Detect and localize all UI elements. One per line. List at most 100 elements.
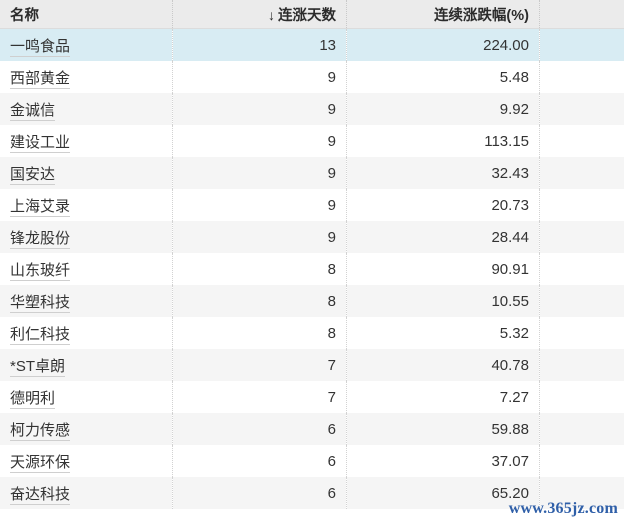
cell-streak-days: 9 — [172, 93, 347, 125]
column-header-change-percent[interactable]: 连续涨跌幅(%) — [346, 0, 540, 29]
column-header-name[interactable]: 名称 — [0, 0, 173, 29]
cell-streak-days: 8 — [172, 253, 347, 285]
stock-name-link[interactable]: 奋达科技 — [10, 485, 71, 505]
cell-change-percent: 113.15 — [346, 125, 540, 157]
cell-stock-name: 山东玻纤 — [0, 253, 173, 285]
cell-stock-name: 天源环保 — [0, 445, 173, 477]
cell-streak-days: 7 — [172, 349, 347, 381]
cell-change-percent: 5.48 — [346, 61, 540, 93]
stock-name-link[interactable]: 上海艾录 — [10, 197, 71, 217]
stock-name-link[interactable]: 金诚信 — [10, 101, 56, 121]
table-header-row: 名称 ↓连涨天数 连续涨跌幅(%) 收盘价 — [0, 0, 624, 29]
cell-stock-name: 德明利 — [0, 381, 173, 413]
table-row[interactable]: 锋龙股份 928.4415.94 — [0, 221, 624, 253]
stock-streak-table: 名称 ↓连涨天数 连续涨跌幅(%) 收盘价 一鸣食品13224.0031.72西… — [0, 0, 624, 509]
cell-close-price: 41.50 — [539, 285, 624, 317]
cell-stock-name: 国安达 — [0, 157, 173, 189]
cell-close-price: 24.30 — [539, 157, 624, 189]
table-row[interactable]: 天源环保 637.0721.15 — [0, 445, 624, 477]
table-row[interactable]: 金诚信 99.9242.54 — [0, 93, 624, 125]
stock-name-link[interactable]: 一鸣食品 — [10, 37, 71, 57]
cell-change-percent: 28.44 — [346, 221, 540, 253]
table-row[interactable]: 国安达 932.4324.30 — [0, 157, 624, 189]
cell-change-percent: 37.07 — [346, 445, 540, 477]
table-row[interactable]: 德明利 77.2783.03 — [0, 381, 624, 413]
cell-stock-name: 利仁科技 — [0, 317, 173, 349]
table-row[interactable]: *ST卓朗 740.781.45 — [0, 349, 624, 381]
cell-change-percent: 10.55 — [346, 285, 540, 317]
cell-stock-name: 柯力传感 — [0, 413, 173, 445]
cell-close-price: 13.08 — [539, 61, 624, 93]
cell-stock-name: 奋达科技 — [0, 477, 173, 509]
cell-change-percent: 224.00 — [346, 28, 540, 61]
cell-close-price: 83.03 — [539, 381, 624, 413]
cell-change-percent: 9.92 — [346, 93, 540, 125]
stock-name-link[interactable]: 锋龙股份 — [10, 229, 71, 249]
stock-name-link[interactable]: 柯力传感 — [10, 421, 71, 441]
cell-stock-name: 金诚信 — [0, 93, 173, 125]
stock-name-link[interactable]: 建设工业 — [10, 133, 71, 153]
cell-close-price: 10.49 — [539, 477, 624, 509]
cell-stock-name: 西部黄金 — [0, 61, 173, 93]
cell-streak-days: 9 — [172, 189, 347, 221]
cell-streak-days: 9 — [172, 61, 347, 93]
table-body: 一鸣食品13224.0031.72西部黄金95.4813.08金诚信99.924… — [0, 28, 624, 509]
cell-streak-days: 9 — [172, 221, 347, 253]
cell-change-percent: 90.91 — [346, 253, 540, 285]
table-row[interactable]: 上海艾录 920.7314.97 — [0, 189, 624, 221]
table-row[interactable]: 山东玻纤 890.919.87 — [0, 253, 624, 285]
cell-close-price: 84.69 — [539, 413, 624, 445]
stock-name-link[interactable]: 利仁科技 — [10, 325, 71, 345]
cell-close-price: 23.34 — [539, 125, 624, 157]
sort-descending-icon: ↓ — [268, 6, 275, 23]
table-row[interactable]: 奋达科技 665.2010.49 — [0, 477, 624, 509]
cell-stock-name: 一鸣食品 — [0, 29, 173, 62]
column-header-change-percent-label: 连续涨跌幅(%) — [433, 7, 529, 24]
stock-name-link[interactable]: 天源环保 — [10, 453, 71, 473]
cell-change-percent: 32.43 — [346, 157, 540, 189]
cell-close-price: 1.45 — [539, 349, 624, 381]
cell-stock-name: *ST卓朗 — [0, 349, 173, 381]
cell-stock-name: 华塑科技 — [0, 285, 173, 317]
cell-close-price: 9.87 — [539, 253, 624, 285]
cell-close-price: 21.15 — [539, 445, 624, 477]
cell-close-price: 31.72 — [539, 28, 624, 61]
cell-streak-days: 8 — [172, 317, 347, 349]
cell-streak-days: 8 — [172, 285, 347, 317]
cell-close-price: 14.97 — [539, 189, 624, 221]
cell-change-percent: 5.32 — [346, 317, 540, 349]
stock-name-link[interactable]: 华塑科技 — [10, 293, 71, 313]
cell-close-price: 15.94 — [539, 221, 624, 253]
cell-change-percent: 59.88 — [346, 413, 540, 445]
column-header-close-price[interactable]: 收盘价 — [539, 0, 624, 29]
column-header-streak-days-label: 连涨天数 — [278, 7, 336, 24]
cell-stock-name: 建设工业 — [0, 125, 173, 157]
cell-stock-name: 锋龙股份 — [0, 221, 173, 253]
cell-close-price: 24.37 — [539, 317, 624, 349]
cell-change-percent: 20.73 — [346, 189, 540, 221]
cell-change-percent: 40.78 — [346, 349, 540, 381]
table-header: 名称 ↓连涨天数 连续涨跌幅(%) 收盘价 — [0, 0, 624, 29]
stock-name-link[interactable]: 德明利 — [10, 389, 56, 409]
cell-close-price: 42.54 — [539, 93, 624, 125]
cell-streak-days: 7 — [172, 381, 347, 413]
cell-streak-days: 13 — [172, 28, 347, 61]
stock-name-link[interactable]: 山东玻纤 — [10, 261, 71, 281]
cell-stock-name: 上海艾录 — [0, 189, 173, 221]
stock-name-link[interactable]: *ST卓朗 — [10, 357, 66, 377]
stock-name-link[interactable]: 国安达 — [10, 165, 56, 185]
cell-streak-days: 9 — [172, 157, 347, 189]
column-header-streak-days[interactable]: ↓ 连涨天数 — [172, 0, 347, 29]
cell-change-percent: 65.20 — [346, 477, 540, 509]
column-header-name-label: 名称 — [10, 7, 39, 24]
table-row[interactable]: 华塑科技 810.5541.50 — [0, 285, 624, 317]
table-row[interactable]: 西部黄金 95.4813.08 — [0, 61, 624, 93]
cell-change-percent: 7.27 — [346, 381, 540, 413]
stock-name-link[interactable]: 西部黄金 — [10, 69, 71, 89]
table-row[interactable]: 柯力传感 659.8884.69 — [0, 413, 624, 445]
cell-streak-days: 6 — [172, 445, 347, 477]
cell-streak-days: 6 — [172, 413, 347, 445]
